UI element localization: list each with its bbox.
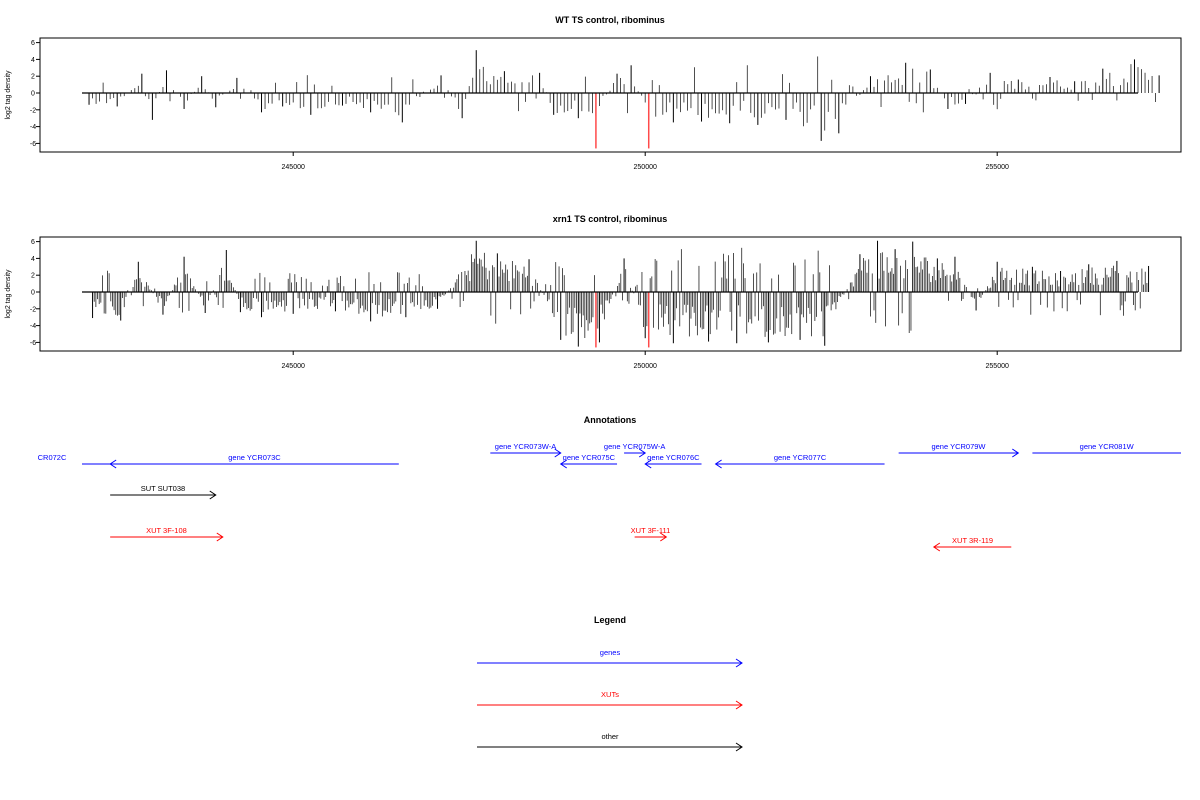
arrow-head (932, 542, 941, 552)
annotation-feature: gene YCR077C (714, 453, 885, 469)
annotation-feature: XUT 3R-119 (932, 536, 1012, 552)
annotation-feature: gene YCR079W (898, 442, 1020, 458)
arrow-head (554, 448, 562, 458)
wt-y-axis: 6 4 2 0 -2 -4 -6 (30, 40, 40, 148)
wt-plot-frame (39, 37, 1182, 153)
legend-entry: other (477, 732, 743, 752)
y-tick-label: 6 (31, 239, 35, 246)
feature-label: gene YCR075W-A (604, 442, 665, 451)
annotation-feature: SUT SUT038 (110, 484, 217, 500)
annotation-feature: gene YCR073C (109, 453, 399, 469)
y-tick-label: 0 (31, 91, 35, 98)
feature-label: gene YCR077C (774, 453, 827, 462)
arrow-head (638, 448, 647, 458)
x-tick-label: 255000 (986, 164, 1009, 171)
y-tick-label: -2 (30, 306, 36, 313)
legend-title: Legend (594, 615, 626, 625)
xrn1-plot-frame (39, 236, 1182, 352)
wt-density-bars (82, 50, 1160, 149)
feature-label: XUT 3F-111 (631, 526, 671, 535)
xrn1-x-axis: 245000 250000 255000 (282, 351, 1009, 370)
y-tick-label: 4 (31, 57, 35, 64)
feature-label: CR072C (38, 453, 67, 462)
annotation-feature: gene YCR073W-A (490, 442, 562, 458)
arrow-head (109, 459, 117, 469)
arrow-head (559, 459, 567, 469)
y-tick-label: 2 (31, 273, 35, 280)
arrow-head (644, 459, 652, 469)
legend-label: other (601, 732, 619, 741)
arrow-head (209, 490, 217, 500)
arrow-head (1012, 448, 1020, 458)
y-tick-label: 4 (31, 256, 35, 263)
feature-label: gene YCR075C (563, 453, 616, 462)
feature-label: SUT SUT038 (141, 484, 185, 493)
y-tick-label: -2 (30, 107, 36, 114)
wt-track-panel: WT TS control, ribominus log2 tag densit… (5, 15, 1182, 171)
y-tick-label: -6 (30, 340, 36, 347)
y-tick-label: 6 (31, 40, 35, 47)
y-tick-label: -4 (30, 323, 36, 330)
arrow-head (735, 742, 743, 752)
arrow-head (660, 532, 668, 542)
x-tick-label: 245000 (282, 164, 305, 171)
legend-entry: XUTs (477, 690, 743, 710)
xrn1-density-bars (82, 240, 1150, 348)
wt-panel-title: WT TS control, ribominus (555, 15, 665, 25)
legend-entries: genes XUTs other (477, 648, 743, 752)
y-tick-label: -4 (30, 124, 36, 131)
annotation-feature: gene YCR075C (559, 453, 618, 469)
wt-x-axis: 245000 250000 255000 (282, 152, 1009, 171)
legend-label: XUTs (601, 690, 619, 699)
y-tick-label: 0 (31, 290, 35, 297)
y-tick-label: 2 (31, 74, 35, 81)
annotations-track: Annotations CR072C gene YCR073C gene YCR07… (38, 415, 1181, 552)
wt-y-axis-label: log2 tag density (5, 70, 12, 120)
feature-label: XUT 3R-119 (952, 536, 993, 545)
feature-label: gene YCR081W (1080, 442, 1135, 451)
xrn1-track-panel: xrn1 TS control, ribominus log2 tag dens… (5, 214, 1182, 370)
arrow-head (714, 459, 722, 469)
xrn1-y-axis: 6 4 2 0 -2 -4 -6 (30, 239, 40, 347)
xrn1-y-axis-label: log2 tag density (5, 269, 12, 319)
annotation-feature: XUT 3F-108 (110, 526, 224, 542)
x-tick-label: 250000 (634, 164, 657, 171)
xrn1-panel-title: xrn1 TS control, ribominus (553, 214, 668, 224)
x-tick-label: 255000 (986, 363, 1009, 370)
annotations-title: Annotations (584, 415, 637, 425)
legend: Legend genes XUTs other (477, 615, 743, 752)
feature-label: gene YCR079W (931, 442, 986, 451)
feature-label: XUT 3F-108 (146, 526, 187, 535)
annotation-feature: XUT 3F-111 (631, 526, 671, 542)
annotation-feature: gene YCR075W-A (604, 442, 665, 458)
arrow-head (735, 658, 743, 668)
annotation-feature: gene YCR076C (644, 453, 702, 469)
feature-label: gene YCR073C (228, 453, 281, 462)
annotation-feature: gene YCR081W (1032, 442, 1181, 454)
x-tick-label: 250000 (634, 363, 657, 370)
arrow-head (735, 700, 743, 710)
annotation-feature: CR072C (38, 453, 125, 465)
arrow-head (216, 532, 224, 542)
feature-label: gene YCR073W-A (495, 442, 556, 451)
feature-label: gene YCR076C (647, 453, 700, 462)
y-tick-label: -6 (30, 141, 36, 148)
legend-entry: genes (477, 648, 743, 668)
legend-label: genes (600, 648, 621, 657)
annotation-features: CR072C gene YCR073C gene YCR073W-A gene YCR… (38, 442, 1181, 552)
x-tick-label: 245000 (282, 363, 305, 370)
